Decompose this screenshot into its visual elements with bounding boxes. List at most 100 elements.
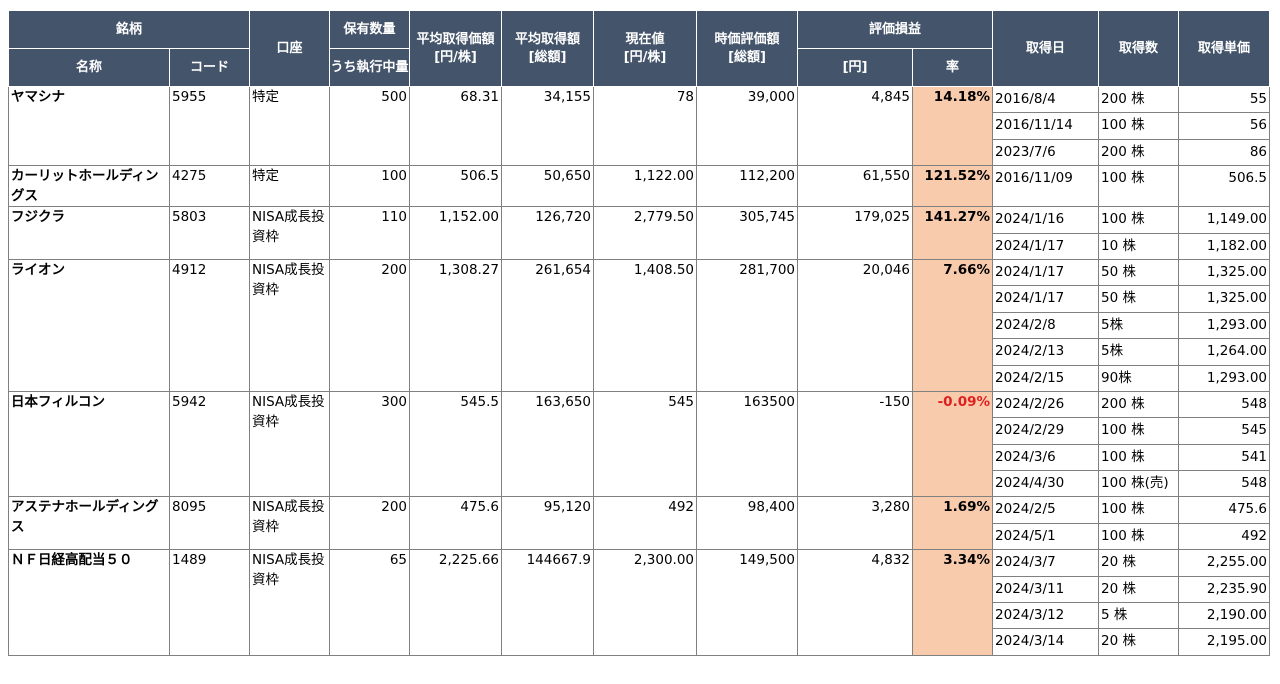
stock-code: 4275	[168, 165, 251, 208]
lot-price: 86	[1178, 138, 1271, 167]
lot-qty: 50 株	[1098, 258, 1180, 287]
header-pnl-yen: [円]	[797, 48, 914, 87]
table-row: アステナホールディングス 8095 NISA成長投資枠 200 475.6 95,120 4…	[8, 496, 1271, 551]
header-pnl-rate: 率	[912, 48, 994, 87]
current-price: 545	[593, 390, 698, 498]
market-value: 112,200	[696, 165, 799, 208]
stock-code: 5803	[168, 206, 251, 260]
lot-qty: 50 株	[1098, 285, 1180, 313]
table-row: 2024/1/17 10 株 1,182.00	[9, 232, 1271, 260]
lot-date: 2024/2/13	[992, 338, 1100, 366]
stock-name: ライオン	[8, 258, 170, 392]
holding-qty: 300	[329, 390, 411, 498]
market-value: 98,400	[696, 496, 799, 551]
lot-date: 2024/1/17	[992, 232, 1100, 260]
lot-price: 2,255.00	[1178, 549, 1271, 577]
current-price: 2,300.00	[593, 549, 698, 656]
market-value: 305,745	[696, 206, 799, 260]
holding-qty: 110	[329, 206, 411, 260]
lot-date: 2024/4/30	[992, 470, 1100, 498]
table-row: 日本フィルコン 5942 NISA成長投資枠 300 545.5 163,650 545 16…	[8, 390, 1271, 498]
table-row: 2024/5/1 100 株 492	[9, 522, 1271, 551]
lot-qty: 100 株	[1098, 112, 1180, 140]
lot-qty: 20 株	[1098, 549, 1180, 577]
lot-price: 541	[1178, 443, 1271, 472]
avg-price: 1,152.00	[409, 206, 503, 260]
table-row: ＮＦ日経高配当５０ 1489 NISA成長投資枠 65 2,225.66 144667.9…	[8, 549, 1271, 656]
table-row: 2024/3/14 20 株 2,195.00	[9, 628, 1271, 656]
lot-date: 2016/11/09	[992, 165, 1100, 208]
pnl-yen: 4,832	[797, 549, 914, 656]
header-market-value: 時価評価額 [総額]	[696, 10, 799, 87]
current-price: 78	[593, 85, 698, 167]
lot-price: 545	[1178, 417, 1271, 445]
portfolio-rows: ヤマシナ 5955 特定 500 68.31 34,155 78 39,000 4,845 14.…	[8, 85, 1271, 656]
avg-total: 50,650	[501, 165, 595, 208]
avg-price: 1,308.27	[409, 258, 503, 392]
lot-date: 2024/2/15	[992, 364, 1100, 392]
lot-date: 2016/8/4	[992, 85, 1100, 114]
avg-price: 545.5	[409, 390, 503, 498]
stock-name: アステナホールディングス	[8, 496, 170, 551]
header-acq-date: 取得日	[992, 10, 1100, 87]
avg-total: 95,120	[501, 496, 595, 551]
table-row: 2023/7/6 200 株 86	[9, 138, 1271, 167]
lot-price: 1,182.00	[1178, 232, 1271, 260]
pnl-rate: -0.09%	[912, 390, 994, 498]
market-value: 149,500	[696, 549, 799, 656]
lot-date: 2024/2/29	[992, 417, 1100, 445]
lot-qty: 100 株	[1098, 443, 1180, 472]
stock-code: 8095	[168, 496, 251, 551]
table-row: ライオン 4912 NISA成長投資枠 200 1,308.27 261,654 1,408…	[8, 258, 1271, 392]
market-value: 39,000	[696, 85, 799, 167]
holding-qty: 100	[329, 165, 411, 208]
avg-total: 126,720	[501, 206, 595, 260]
table-row: 2024/2/15 90株 1,293.00	[9, 364, 1271, 392]
pnl-rate: 121.52%	[912, 165, 994, 208]
lot-qty: 5株	[1098, 338, 1180, 366]
stock-name: ヤマシナ	[8, 85, 170, 167]
stock-code: 5942	[168, 390, 251, 498]
lot-date: 2024/1/17	[992, 285, 1100, 313]
lot-price: 55	[1178, 85, 1271, 114]
lot-price: 1,293.00	[1178, 364, 1271, 392]
stock-code: 1489	[168, 549, 251, 656]
pnl-yen: -150	[797, 390, 914, 498]
lot-date: 2024/3/7	[992, 549, 1100, 577]
lot-qty: 100 株	[1098, 496, 1180, 524]
lot-price: 1,264.00	[1178, 338, 1271, 366]
stock-account: NISA成長投資枠	[249, 258, 331, 392]
table-row: 2016/11/14 100 株 56	[9, 112, 1271, 140]
header-current-price: 現在値 [円/株]	[593, 10, 698, 87]
lot-price: 1,325.00	[1178, 285, 1271, 313]
lot-price: 548	[1178, 470, 1271, 498]
header-avg-price: 平均取得価額 [円/株]	[409, 10, 503, 87]
avg-total: 163,650	[501, 390, 595, 498]
lot-date: 2024/1/16	[992, 206, 1100, 234]
lot-qty: 5 株	[1098, 602, 1180, 630]
holding-qty: 200	[329, 496, 411, 551]
lot-qty: 200 株	[1098, 390, 1180, 419]
lot-date: 2024/2/5	[992, 496, 1100, 524]
table-row: 2024/3/6 100 株 541	[9, 443, 1271, 472]
header-code: コード	[168, 48, 251, 87]
table-row: 2024/2/13 5株 1,264.00	[9, 338, 1271, 366]
lot-date: 2024/1/17	[992, 258, 1100, 287]
pnl-rate: 1.69%	[912, 496, 994, 551]
avg-price: 2,225.66	[409, 549, 503, 656]
market-value: 281,700	[696, 258, 799, 392]
lot-date: 2016/11/14	[992, 112, 1100, 140]
avg-price: 475.6	[409, 496, 503, 551]
lot-qty: 20 株	[1098, 628, 1180, 656]
lot-qty: 200 株	[1098, 138, 1180, 167]
current-price: 492	[593, 496, 698, 551]
lot-date: 2024/2/26	[992, 390, 1100, 419]
holding-qty: 500	[329, 85, 411, 167]
lot-date: 2024/3/14	[992, 628, 1100, 656]
stock-code: 4912	[168, 258, 251, 392]
table-row: 2024/2/29 100 株 545	[9, 417, 1271, 445]
lot-qty: 100 株	[1098, 522, 1180, 551]
pnl-yen: 4,845	[797, 85, 914, 167]
lot-price: 475.6	[1178, 496, 1271, 524]
lot-price: 56	[1178, 112, 1271, 140]
